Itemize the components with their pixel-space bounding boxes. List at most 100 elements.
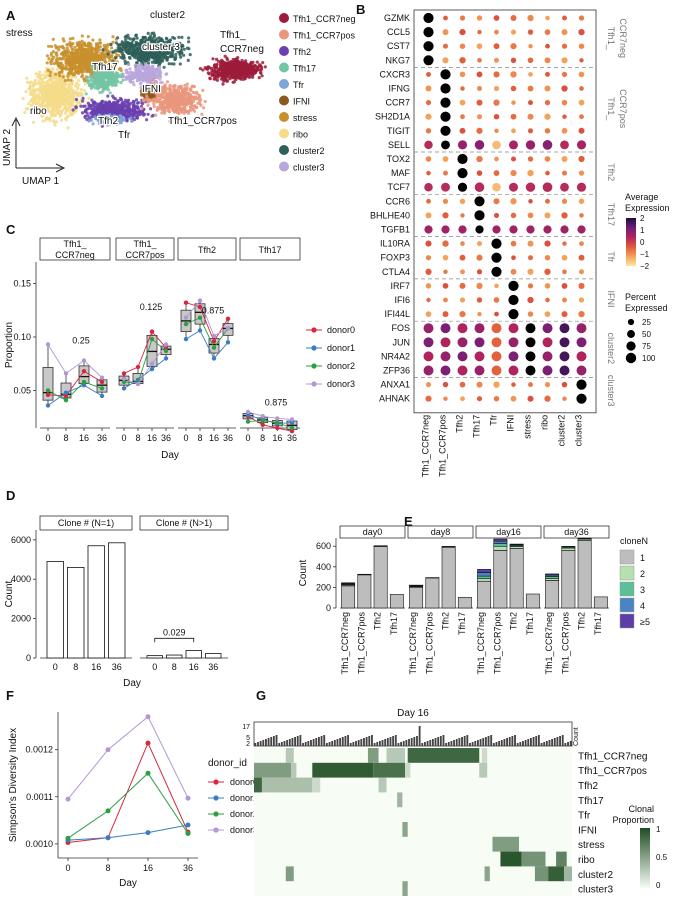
dotplot-dot bbox=[459, 381, 466, 388]
umap-point bbox=[111, 75, 115, 79]
dotplot-gene-label: AHNAK bbox=[379, 394, 410, 404]
dotplot-dot bbox=[423, 365, 434, 376]
dotplot-dot bbox=[477, 29, 482, 35]
donor-point bbox=[121, 371, 127, 376]
umap-point bbox=[243, 67, 247, 71]
dotplot-dot bbox=[425, 113, 432, 120]
umap-point bbox=[116, 101, 120, 105]
donor-point bbox=[183, 300, 189, 305]
dotplot-gene-label: FOS bbox=[391, 323, 410, 333]
donor-point bbox=[63, 371, 69, 376]
umap-point bbox=[155, 108, 159, 112]
umap-legend-label: Tfr bbox=[293, 80, 304, 90]
umap-point bbox=[57, 71, 61, 75]
umap-point bbox=[169, 91, 173, 95]
umap-point bbox=[188, 108, 193, 112]
umap-legend-swatch bbox=[279, 128, 289, 139]
umap-point bbox=[52, 62, 56, 66]
dotplot-dot bbox=[442, 156, 449, 162]
umap-point bbox=[147, 77, 151, 81]
dotplot-dot bbox=[544, 255, 551, 261]
dotplot-dot bbox=[423, 351, 434, 362]
donor-point bbox=[289, 425, 295, 431]
dotplot-dot bbox=[559, 351, 570, 362]
dotplot-dot bbox=[425, 311, 432, 317]
umap-point bbox=[258, 64, 263, 68]
x-tick-label: 0 bbox=[245, 433, 250, 443]
donor-point bbox=[149, 361, 155, 366]
umap-point bbox=[201, 68, 205, 72]
dotplot-dot bbox=[543, 225, 552, 234]
dotplot-dot bbox=[440, 365, 451, 376]
umap-point bbox=[50, 90, 54, 94]
x-tick-label: 0 bbox=[53, 662, 58, 672]
umap-point bbox=[98, 38, 102, 42]
umap-point bbox=[149, 53, 153, 57]
umap-point bbox=[89, 76, 93, 80]
dotplot-dot bbox=[476, 71, 483, 78]
umap-point bbox=[83, 104, 87, 108]
umap-point bbox=[74, 91, 78, 95]
umap-point bbox=[33, 99, 38, 103]
dotplot-group-label: CCR7pos bbox=[618, 89, 628, 129]
umap-legend-label: Tfh2 bbox=[293, 47, 311, 57]
umap-point bbox=[78, 55, 82, 59]
umap-point bbox=[63, 99, 67, 103]
umap-point bbox=[137, 109, 142, 113]
umap-point bbox=[137, 63, 141, 67]
dotplot-dot bbox=[476, 114, 483, 120]
umap-point bbox=[98, 102, 102, 106]
umap-cluster-label: Tfh17 bbox=[92, 62, 118, 73]
donor-point bbox=[225, 316, 231, 321]
umap-point bbox=[110, 46, 114, 50]
dotplot-gene-label: CTLA4 bbox=[382, 267, 410, 277]
umap-point bbox=[76, 101, 80, 105]
umap-point bbox=[41, 81, 45, 85]
panel-letter-E: E bbox=[404, 514, 413, 529]
dotplot-dot bbox=[578, 127, 585, 134]
umap-point bbox=[136, 42, 140, 46]
umap-point bbox=[167, 98, 171, 102]
dotplot-dot bbox=[578, 71, 585, 78]
dotplot-percent-swatch bbox=[627, 318, 635, 326]
umap-point bbox=[98, 62, 102, 66]
dotplot-dot bbox=[544, 156, 551, 162]
dotplot-dot bbox=[459, 127, 466, 134]
donor-line bbox=[185, 317, 229, 349]
dotplot-dot bbox=[544, 128, 551, 134]
dotplot-dot bbox=[578, 282, 585, 289]
dotplot-dot bbox=[561, 57, 568, 64]
umap-point bbox=[122, 118, 126, 122]
umap-point bbox=[50, 114, 55, 118]
panel-letter-F: F bbox=[6, 688, 14, 703]
dotplot-dot bbox=[561, 29, 568, 36]
dotplot-dot bbox=[425, 382, 432, 388]
umap-point bbox=[55, 67, 59, 72]
dotplot-dot bbox=[562, 15, 567, 21]
umap-point bbox=[91, 38, 95, 42]
umap-point bbox=[165, 56, 169, 60]
legend-label: donor2 bbox=[327, 361, 355, 371]
umap-point bbox=[66, 74, 70, 78]
donor-point bbox=[245, 409, 251, 415]
dotplot-dot bbox=[527, 113, 534, 120]
donor-point bbox=[63, 398, 69, 403]
dotplot-cluster-label: Tfh17 bbox=[472, 415, 482, 438]
umap-point bbox=[158, 103, 163, 107]
dotplot-dot bbox=[559, 365, 570, 376]
umap-point bbox=[182, 47, 186, 51]
dotplot-dot bbox=[528, 382, 533, 388]
umap-point bbox=[157, 73, 161, 78]
y-tick-label: 0.10 bbox=[13, 332, 31, 342]
umap-point bbox=[123, 98, 128, 102]
dotplot-dot bbox=[510, 198, 517, 205]
dotplot-dot bbox=[442, 311, 449, 318]
donor-point bbox=[149, 366, 155, 372]
umap-point bbox=[49, 62, 53, 66]
umap-point bbox=[130, 43, 134, 47]
umap-point bbox=[212, 77, 216, 81]
dotplot-dot bbox=[510, 240, 517, 247]
dotplot-dot bbox=[476, 127, 483, 134]
umap-point bbox=[173, 83, 177, 87]
dotplot-dot bbox=[476, 155, 483, 163]
